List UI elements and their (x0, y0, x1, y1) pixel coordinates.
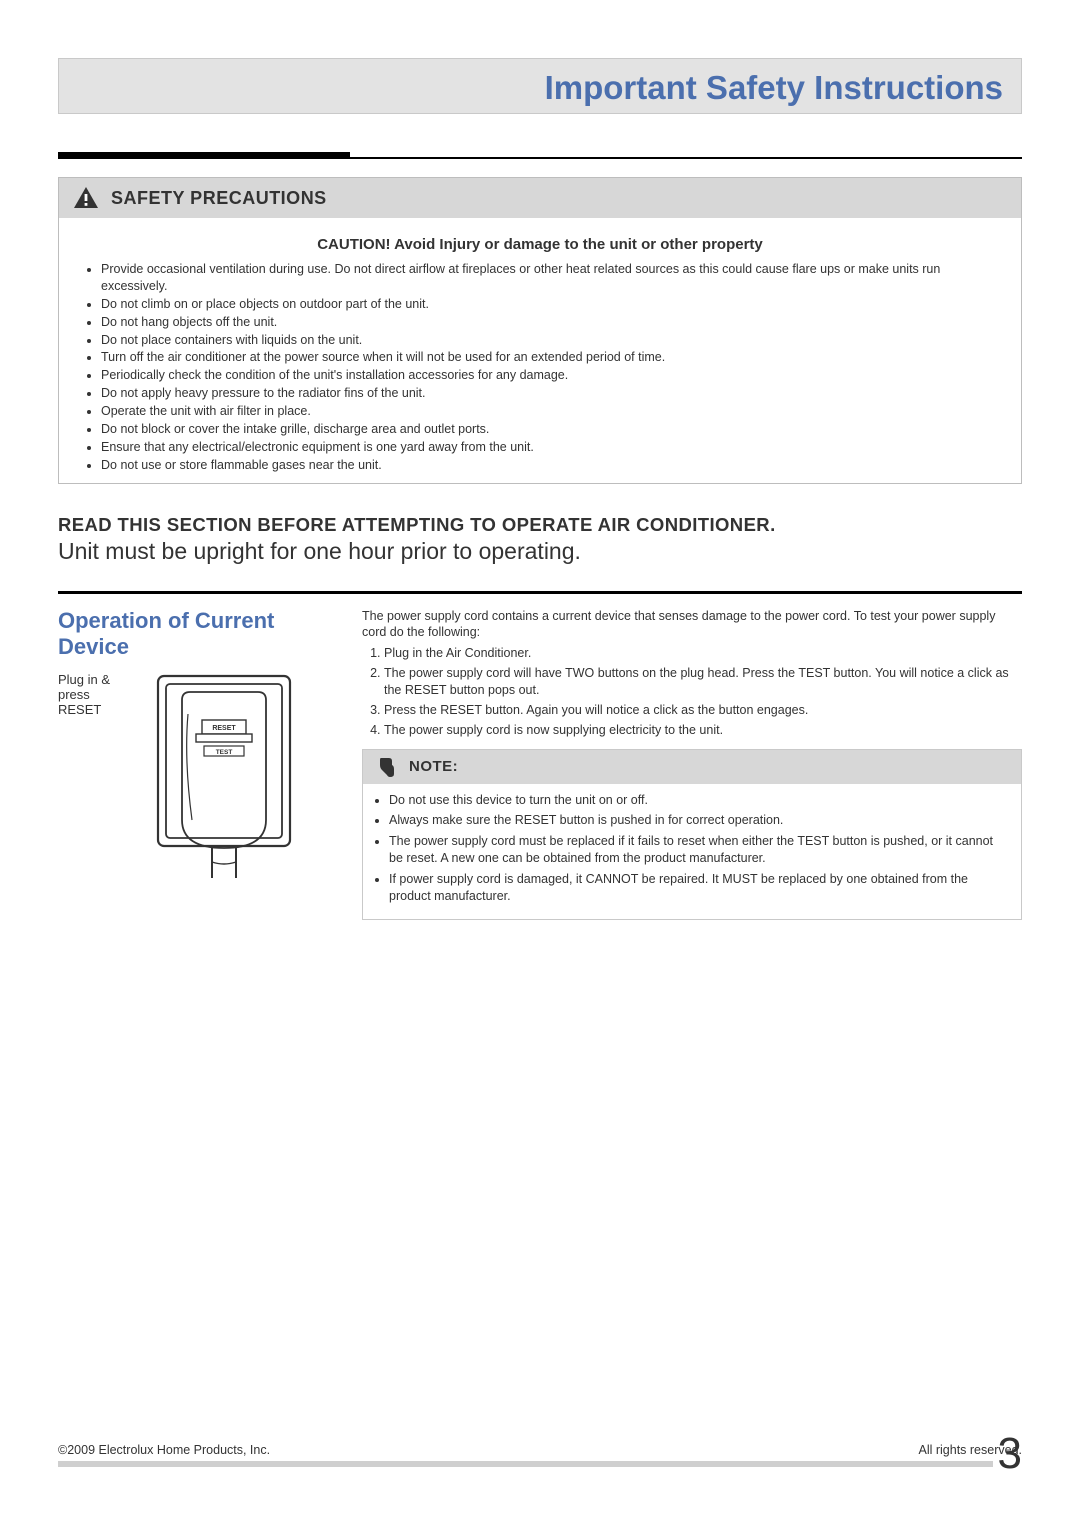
caution-text: CAUTION! Avoid Injury or damage to the u… (59, 236, 1021, 253)
note-list: Do not use this device to turn the unit … (363, 784, 1021, 919)
page-header: Important Safety Instructions (58, 58, 1022, 114)
list-item: The power supply cord is now supplying e… (384, 722, 1022, 739)
svg-text:RESET: RESET (212, 725, 236, 732)
read-sub: Unit must be upright for one hour prior … (58, 538, 1022, 565)
page-number: 3 (998, 1429, 1022, 1479)
safety-precautions-box: SAFETY PRECAUTIONS CAUTION! Avoid Injury… (58, 177, 1022, 484)
read-before-section: READ THIS SECTION BEFORE ATTEMPTING TO O… (58, 514, 1022, 565)
list-item: Periodically check the condition of the … (101, 367, 1003, 384)
warning-icon (73, 186, 99, 210)
note-heading: NOTE: (409, 758, 458, 775)
plug-instruction: Plug in & press RESET (58, 670, 134, 880)
list-item: Plug in the Air Conditioner. (384, 645, 1022, 662)
list-item: Do not apply heavy pressure to the radia… (101, 385, 1003, 402)
safety-heading: SAFETY PRECAUTIONS (111, 188, 327, 209)
note-header: NOTE: (363, 750, 1021, 784)
safety-header: SAFETY PRECAUTIONS (59, 178, 1021, 218)
footer-rule (58, 1461, 993, 1467)
list-item: Operate the unit with air filter in plac… (101, 403, 1003, 420)
plug-diagram-icon: RESET TEST (144, 670, 304, 880)
list-item: Turn off the air conditioner at the powe… (101, 349, 1003, 366)
list-item: Do not hang objects off the unit. (101, 314, 1003, 331)
note-box: NOTE: Do not use this device to turn the… (362, 749, 1022, 920)
operation-section: Operation of Current Device Plug in & pr… (58, 608, 1022, 920)
copyright-text: ©2009 Electrolux Home Products, Inc. (58, 1443, 270, 1457)
section-rule (58, 591, 1022, 594)
operation-intro: The power supply cord contains a current… (362, 608, 1022, 642)
list-item: Provide occasional ventilation during us… (101, 261, 1003, 295)
page-footer: ©2009 Electrolux Home Products, Inc. All… (58, 1443, 1022, 1467)
operation-heading: Operation of Current Device (58, 608, 344, 661)
page-title: Important Safety Instructions (77, 69, 1003, 107)
list-item: The power supply cord will have TWO butt… (384, 665, 1022, 699)
operation-steps: Plug in the Air Conditioner. The power s… (362, 645, 1022, 738)
list-item: Press the RESET button. Again you will n… (384, 702, 1022, 719)
list-item: Do not climb on or place objects on outd… (101, 296, 1003, 313)
svg-text:TEST: TEST (216, 749, 233, 756)
list-item: Do not use or store flammable gases near… (101, 457, 1003, 474)
list-item: The power supply cord must be replaced i… (389, 833, 1007, 868)
list-item: Do not use this device to turn the unit … (389, 792, 1007, 810)
list-item: Ensure that any electrical/electronic eq… (101, 439, 1003, 456)
list-item: If power supply cord is damaged, it CANN… (389, 871, 1007, 906)
read-heading: READ THIS SECTION BEFORE ATTEMPTING TO O… (58, 514, 1022, 536)
safety-list: Provide occasional ventilation during us… (59, 261, 1021, 474)
list-item: Do not block or cover the intake grille,… (101, 421, 1003, 438)
full-rule (58, 157, 1022, 159)
note-icon (375, 756, 397, 778)
list-item: Do not place containers with liquids on … (101, 332, 1003, 349)
list-item: Always make sure the RESET button is pus… (389, 812, 1007, 830)
